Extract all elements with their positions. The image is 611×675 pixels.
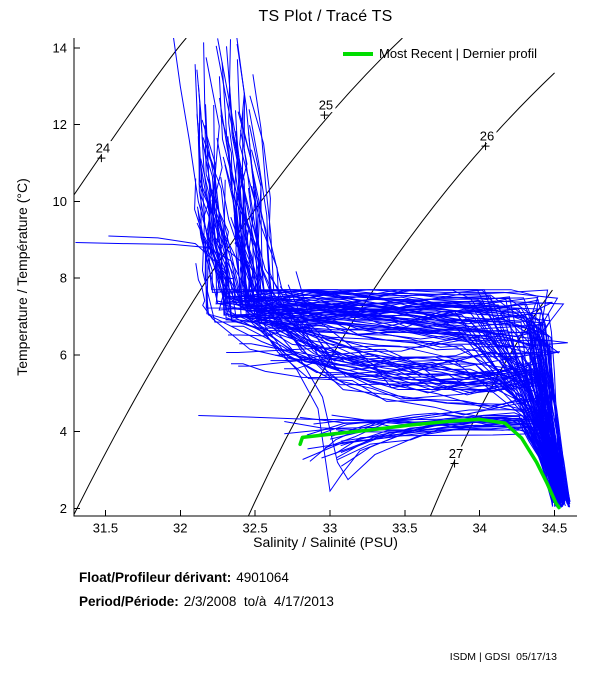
most-recent-profile-line [298,417,561,510]
ts-profile-line [341,417,556,503]
contour-label-mask [93,141,113,156]
ts-profile-line [252,186,566,498]
y-tick-label: 10 [53,194,67,209]
ts-profile-line [307,423,564,505]
ts-profile-line [236,59,560,503]
ts-profile-line [251,149,560,503]
contour-label-plus-marker [450,459,459,468]
y-tick-label: 14 [53,40,67,55]
legend: Most Recent | Dernier profil [343,46,537,61]
legend-label: Most Recent | Dernier profil [379,46,537,61]
x-tick-label: 32 [173,521,187,536]
ts-profile-line [173,38,566,501]
ts-profile-line [221,62,554,507]
y-axis-title: Temperature / Température (°C) [14,178,30,376]
x-tick-label: 34 [472,521,486,536]
x-tick-label: 32.5 [242,521,267,536]
y-tick-label: 2 [60,501,67,516]
x-tick-label: 31.5 [93,521,118,536]
ts-profile-line [237,111,561,498]
contour-label-mask [316,98,336,113]
ts-profile-line [240,170,561,500]
x-tick-label: 33.5 [392,521,417,536]
x-tick-label: 33 [323,521,337,536]
float-label: Float/Profileur dérivant: [79,570,232,585]
y-tick-label: 8 [60,271,67,286]
contour-label-24: 24 [96,141,110,156]
isopycnal-contour-24 [74,38,187,196]
period-value: 2/3/2008 to/à 4/17/2013 [183,594,334,609]
axis-lines [73,38,577,517]
ts-profile-line [302,432,570,505]
period-label: Period/Période: [79,594,179,609]
chart-title: TS Plot / Tracé TS [258,8,393,25]
contour-label-plus-marker [481,142,490,151]
ts-profile-line [75,242,566,501]
ts-profile-line [233,150,568,500]
contour-label-26: 26 [480,129,494,144]
contour-label-25: 25 [319,98,333,113]
contour-label-27: 27 [449,446,463,461]
ts-profile-line [269,323,564,505]
legend-line-sample [343,51,373,56]
ts-profile-line [202,137,565,505]
ts-profile-line [237,215,563,502]
contour-label-plus-marker [320,111,329,120]
y-tick-label: 6 [60,347,67,362]
data-layer [74,38,571,516]
y-tick-label: 4 [60,424,67,439]
ts-profile-line [201,119,569,508]
ts-profile-line [231,363,565,500]
period-line: Period/Période: 2/3/2008 to/à 4/17/2013 [79,594,334,609]
isopycnal-contour-25 [74,38,403,515]
isopycnal-contour-26 [247,72,555,516]
credit-text: ISDM | GDSI 05/17/13 [449,651,557,663]
ts-profile-line [275,354,559,505]
x-tick-label: 34.5 [542,521,567,536]
contour-label-mask [477,129,497,144]
float-value: 4901064 [236,570,289,585]
y-tick-label: 12 [53,117,67,132]
float-id-line: Float/Profileur dérivant: 4901064 [79,570,289,585]
ts-profile-line [240,298,558,504]
contour-label-mask [446,446,466,461]
contour-label-plus-marker [97,154,106,163]
ts-profile-line [108,235,564,499]
ts-profile-line [291,318,557,499]
x-axis-title: Salinity / Salinité (PSU) [253,534,398,550]
ts-profile-line [340,420,558,502]
